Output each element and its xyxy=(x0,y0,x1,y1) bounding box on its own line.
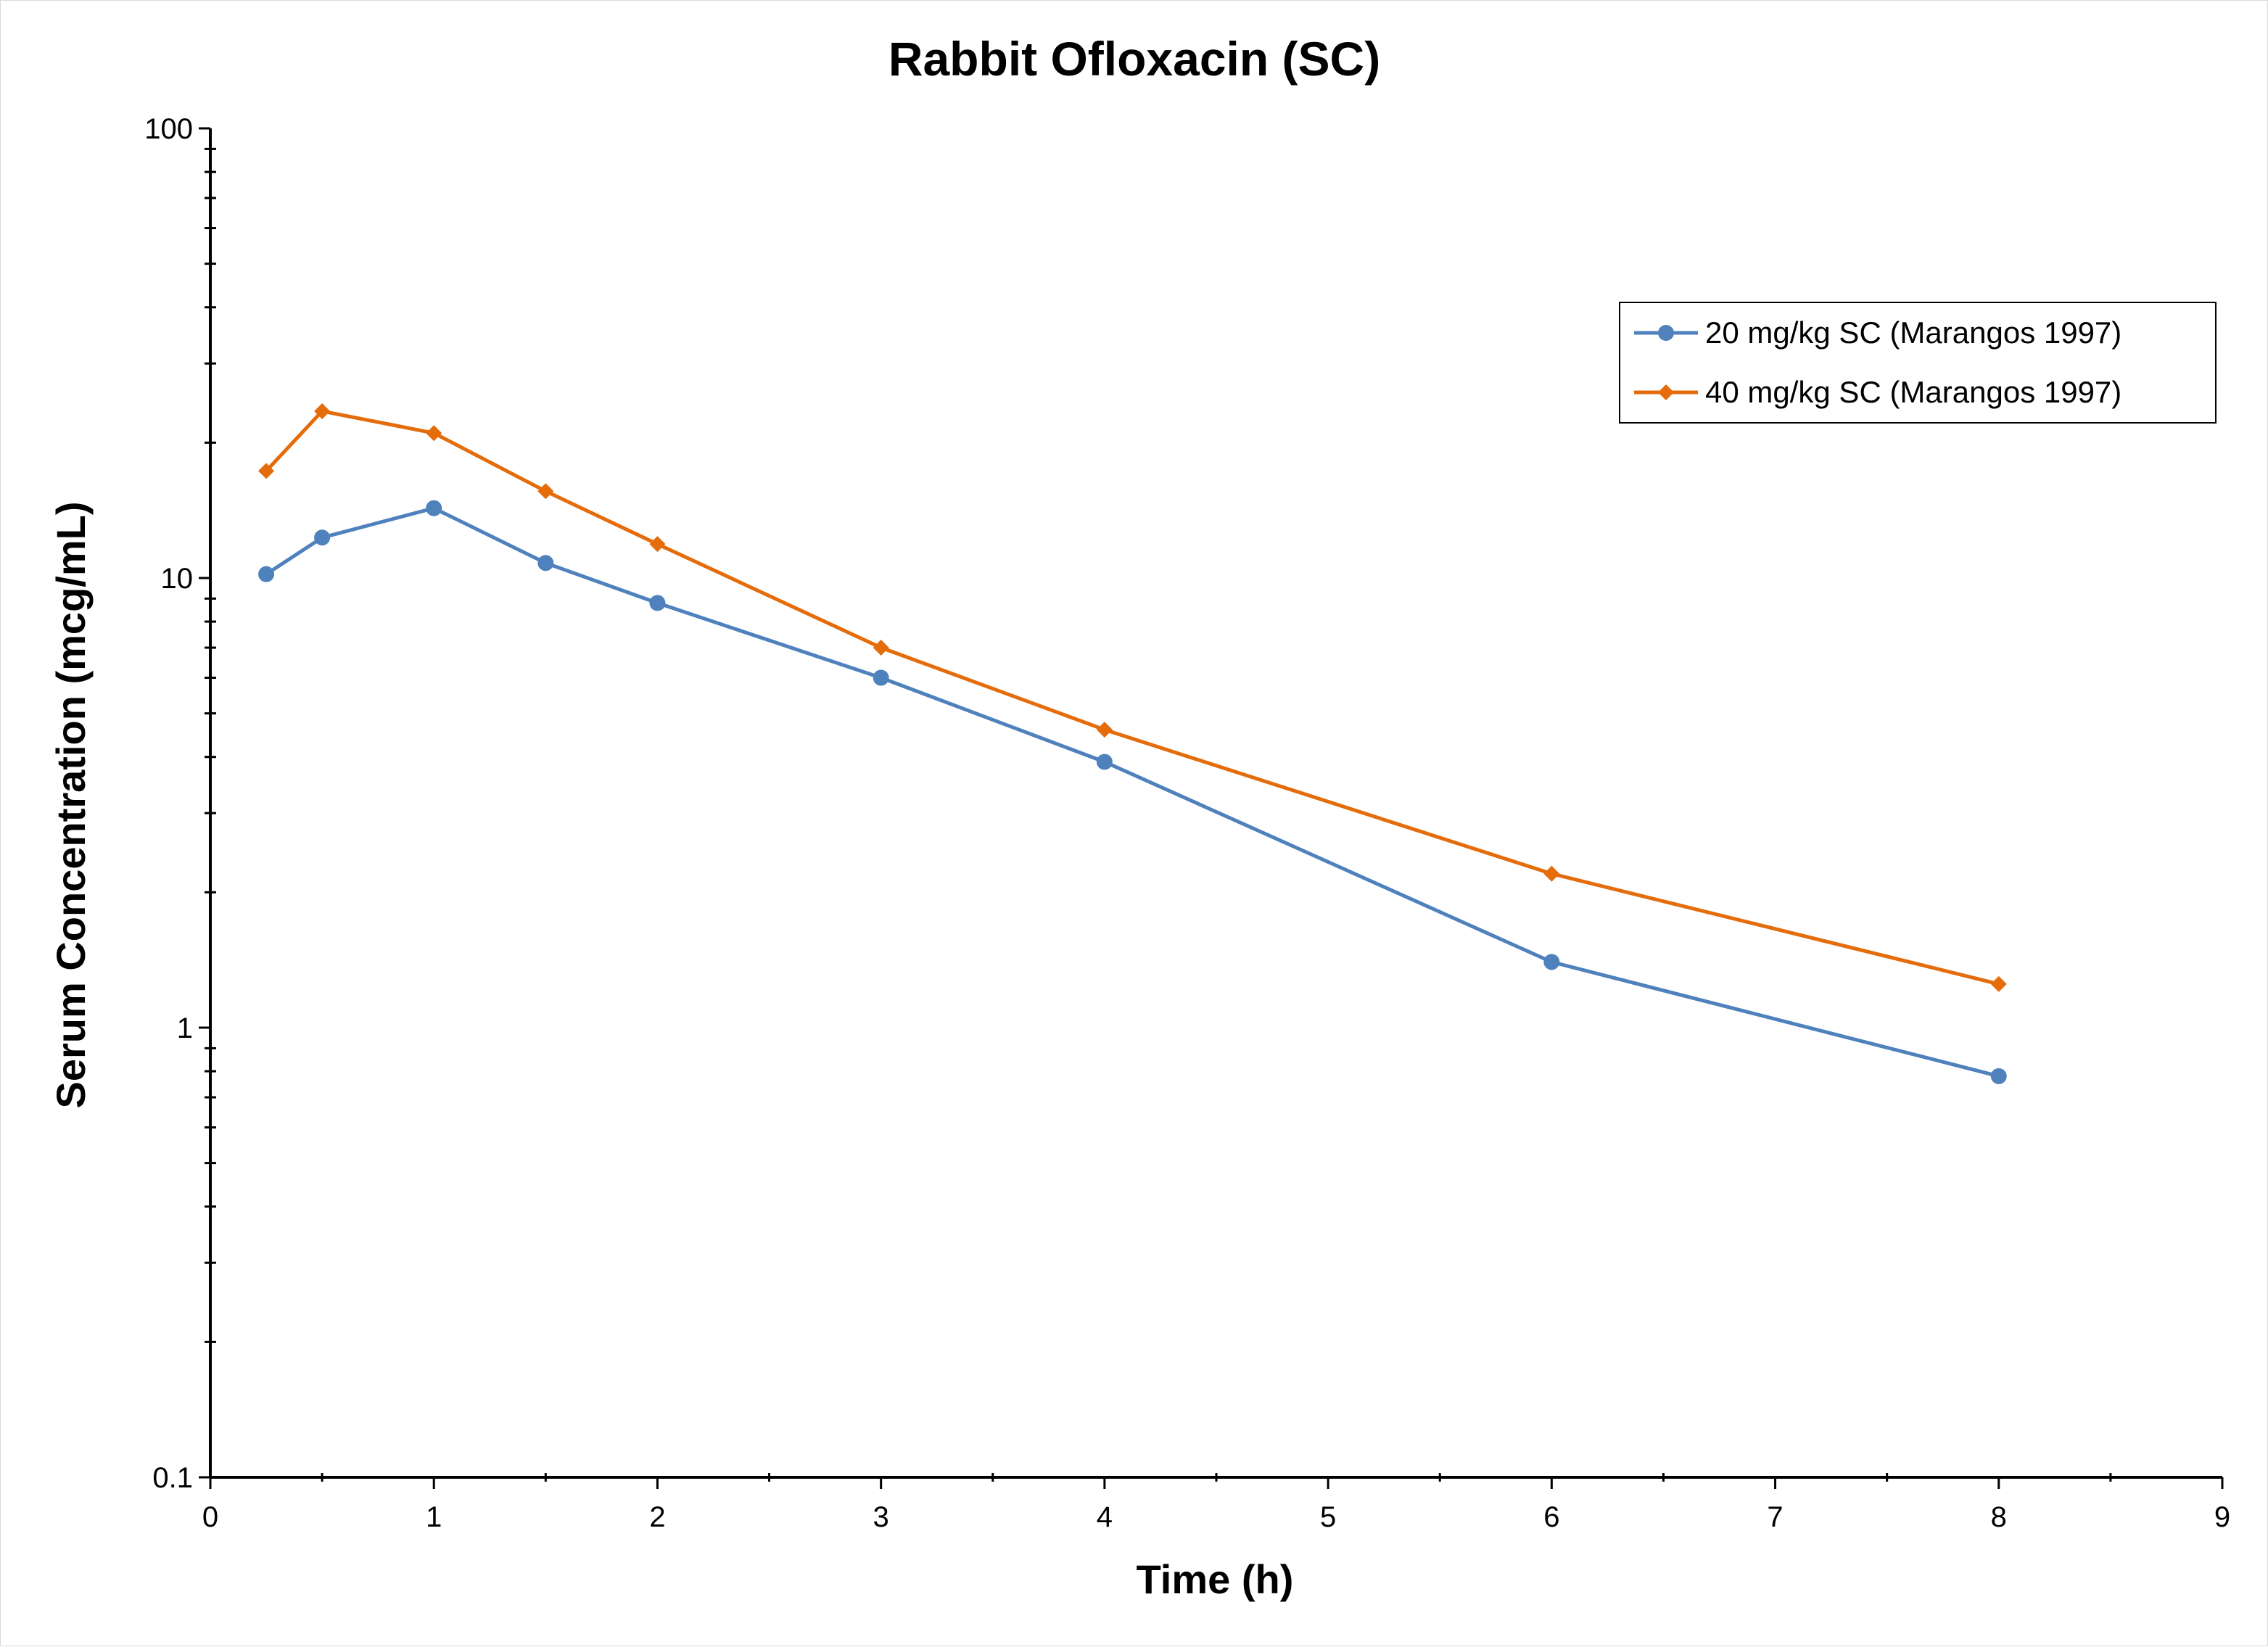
series-line-1 xyxy=(265,506,2000,1078)
x-tick-label: 5 xyxy=(1320,1501,1336,1533)
y-tick-label: 1 xyxy=(177,1012,193,1044)
x-tick-label: 3 xyxy=(873,1501,889,1533)
x-axis-title: Time (h) xyxy=(1137,1556,1294,1602)
axes-layer: 0 1 2 3 4 5 6 7 8 9 0.1 1 10 100 xyxy=(144,113,2230,1533)
series-1 xyxy=(258,500,2007,1084)
data-point xyxy=(258,463,275,479)
data-point xyxy=(258,566,275,582)
data-point xyxy=(1096,754,1113,770)
y-axis-title: Serum Concentration (mcg/mL) xyxy=(48,502,94,1109)
data-point xyxy=(426,500,442,516)
y-tick-label: 10 xyxy=(161,563,194,595)
x-tick-label: 6 xyxy=(1543,1501,1559,1533)
data-point xyxy=(649,536,666,553)
legend: 20 mg/kg SC (Marangos 1997) 40 mg/kg SC … xyxy=(1619,302,2217,424)
x-tick-label: 0 xyxy=(202,1501,218,1533)
data-point xyxy=(314,403,331,419)
data-point xyxy=(873,640,889,656)
y-tick-label: 0.1 xyxy=(152,1462,193,1494)
data-point xyxy=(1543,865,1560,882)
data-point xyxy=(1990,975,2007,992)
x-tick-label: 9 xyxy=(2214,1501,2230,1533)
legend-label-40mg: 40 mg/kg SC (Marangos 1997) xyxy=(1705,375,2121,409)
data-point xyxy=(1990,1068,2007,1084)
x-tick-label: 1 xyxy=(426,1501,442,1533)
y-tick-label: 100 xyxy=(144,113,193,145)
data-point xyxy=(873,669,889,686)
series-layer xyxy=(258,403,2007,1084)
x-tick-label: 7 xyxy=(1767,1501,1783,1533)
x-tick-label: 2 xyxy=(649,1501,665,1533)
data-point xyxy=(1096,722,1113,738)
data-point xyxy=(314,529,331,546)
legend-box xyxy=(1619,302,2217,424)
series-line-2 xyxy=(265,409,2000,986)
data-point xyxy=(537,483,554,500)
legend-marker-40mg xyxy=(1658,384,1674,400)
x-tick-label: 8 xyxy=(1991,1501,2007,1533)
x-tick-label: 4 xyxy=(1097,1501,1113,1533)
chart-title: Rabbit Ofloxacin (SC) xyxy=(888,32,1380,86)
legend-marker-20mg xyxy=(1658,325,1674,341)
data-point xyxy=(1543,954,1560,970)
data-point xyxy=(649,595,666,611)
series-2 xyxy=(258,403,2007,992)
legend-label-20mg: 20 mg/kg SC (Marangos 1997) xyxy=(1705,315,2121,350)
data-point xyxy=(537,555,554,571)
data-point xyxy=(426,425,442,442)
